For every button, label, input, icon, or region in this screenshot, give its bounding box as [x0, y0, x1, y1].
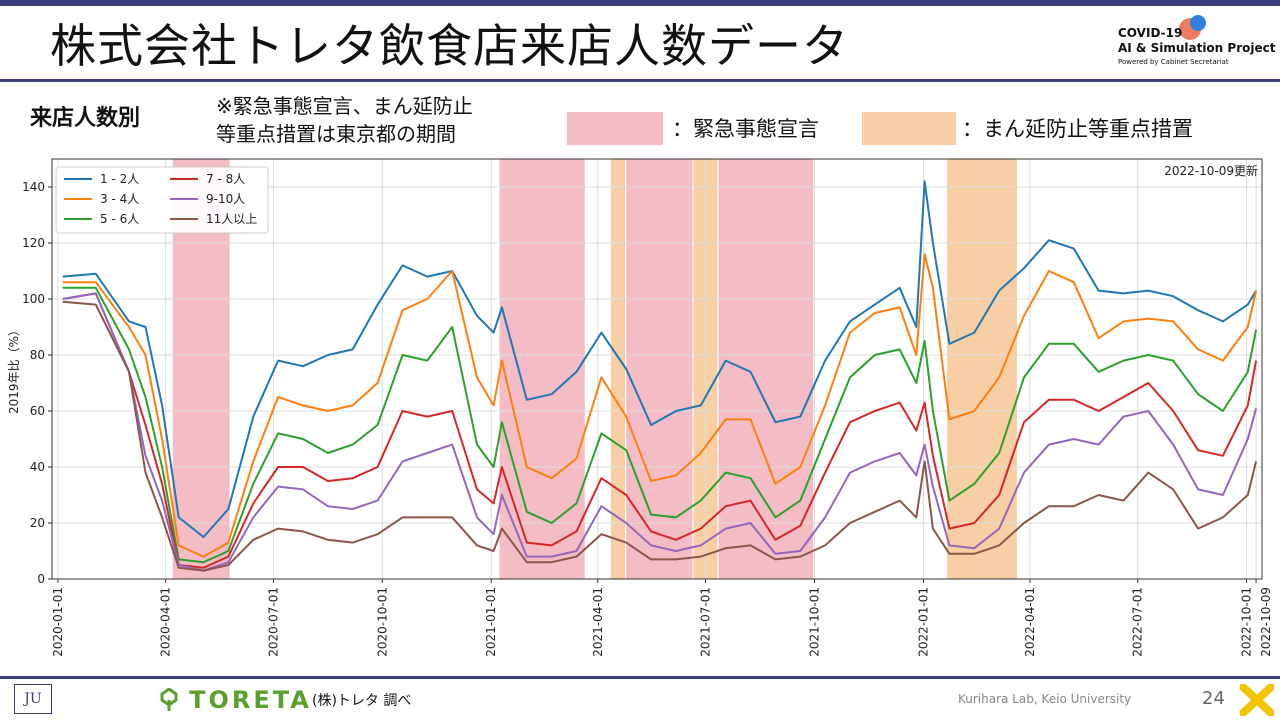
legend-priority-label: ：まん延防止等重点措置 — [962, 117, 1193, 141]
data-source: (株)トレタ 調べ — [312, 693, 412, 709]
shaded-period-priority — [947, 159, 1017, 579]
legend-emergency-swatch — [567, 112, 663, 145]
legend-label: 1 - 2人 — [100, 172, 139, 186]
logo-line1: COVID-19 — [1118, 26, 1183, 40]
x-tick-label: 2021-01-01 — [484, 587, 498, 657]
legend-label: 7 - 8人 — [206, 172, 245, 186]
top-accent-bar — [0, 0, 1280, 6]
x-tick-label: 2020-01-01 — [51, 587, 65, 657]
series-line — [62, 292, 1258, 569]
y-tick-label: 140 — [22, 180, 45, 194]
toreta-wordmark: TORETA — [189, 686, 312, 714]
y-tick-label: 20 — [30, 516, 45, 530]
legend-priority-swatch — [862, 112, 956, 145]
shaded-period-emergency — [718, 159, 814, 579]
x-tick-label: 2022-10-09 — [1259, 587, 1273, 657]
x-tick-label: 2021-04-01 — [591, 587, 605, 657]
x-tick-label: 2022-10-01 — [1240, 587, 1254, 657]
x-tick-label: 2021-07-01 — [699, 587, 713, 657]
x-tick-label: 2022-07-01 — [1131, 587, 1145, 657]
lab-credit: Kurihara Lab, Keio University — [958, 692, 1132, 706]
logo-line3: Powered by Cabinet Secretariat — [1118, 58, 1229, 66]
covid-project-logo: COVID-19 AI & Simulation Project Powered… — [1118, 14, 1278, 74]
y-tick-label: 100 — [22, 292, 45, 306]
x-tick-label: 2020-10-01 — [375, 587, 389, 657]
shaded-period-emergency — [626, 159, 693, 579]
shaded-period-priority — [610, 159, 626, 579]
note-line-1: ※緊急事態宣言、まん延防止 — [216, 94, 473, 118]
legend-label: 3 - 4人 — [100, 192, 139, 206]
x-tick-label: 2022-04-01 — [1023, 587, 1037, 657]
section-heading: 来店人数別 — [30, 106, 141, 131]
logo-line2: AI & Simulation Project — [1118, 41, 1276, 55]
university-logo: JU — [14, 684, 52, 714]
page-number: 24 — [1202, 688, 1225, 709]
footer-divider — [0, 676, 1280, 679]
chart-legend-box — [55, 166, 269, 234]
series-line — [62, 292, 1258, 572]
y-tick-label: 120 — [22, 236, 45, 250]
legend-label: 11人以上 — [206, 212, 257, 226]
toreta-mark-icon — [160, 688, 178, 711]
x-tick-label: 2020-07-01 — [266, 587, 280, 657]
y-axis-label: 2019年比（%） — [7, 324, 21, 414]
y-tick-label: 0 — [37, 572, 45, 586]
shaded-period-emergency — [499, 159, 585, 579]
series-line — [62, 180, 1257, 538]
legend-emergency-label: ：緊急事態宣言 — [672, 117, 819, 141]
y-tick-label: 60 — [30, 404, 45, 418]
x-tick-label: 2021-10-01 — [807, 587, 821, 657]
toreta-logo: TORETA — [160, 686, 312, 714]
cross-logo-icon — [1240, 684, 1274, 716]
note-line-2: 等重点措置は東京都の期間 — [216, 122, 456, 146]
title-divider — [0, 79, 1280, 82]
visitor-line-chart: 0 20 40 60 80 100 120 140 2020-01-01 2020-04-01 20… — [7, 158, 1273, 657]
legend-label: 5 - 6人 — [100, 212, 139, 226]
y-tick-label: 80 — [30, 348, 45, 362]
plot-frame — [51, 158, 1263, 580]
series-line — [62, 253, 1258, 558]
page-title: 株式会社トレタ飲食店来店人数データ — [50, 19, 849, 73]
series-line — [62, 286, 1258, 564]
legend-label: 9-10人 — [206, 192, 245, 206]
update-note: 2022-10-09更新 — [1164, 163, 1258, 178]
x-tick-label: 2020-04-01 — [159, 587, 173, 657]
logo-dots-icon — [1179, 15, 1206, 40]
series-line — [62, 300, 1258, 572]
y-tick-label: 40 — [30, 460, 45, 474]
x-tick-label: 2022-01-01 — [916, 587, 930, 657]
